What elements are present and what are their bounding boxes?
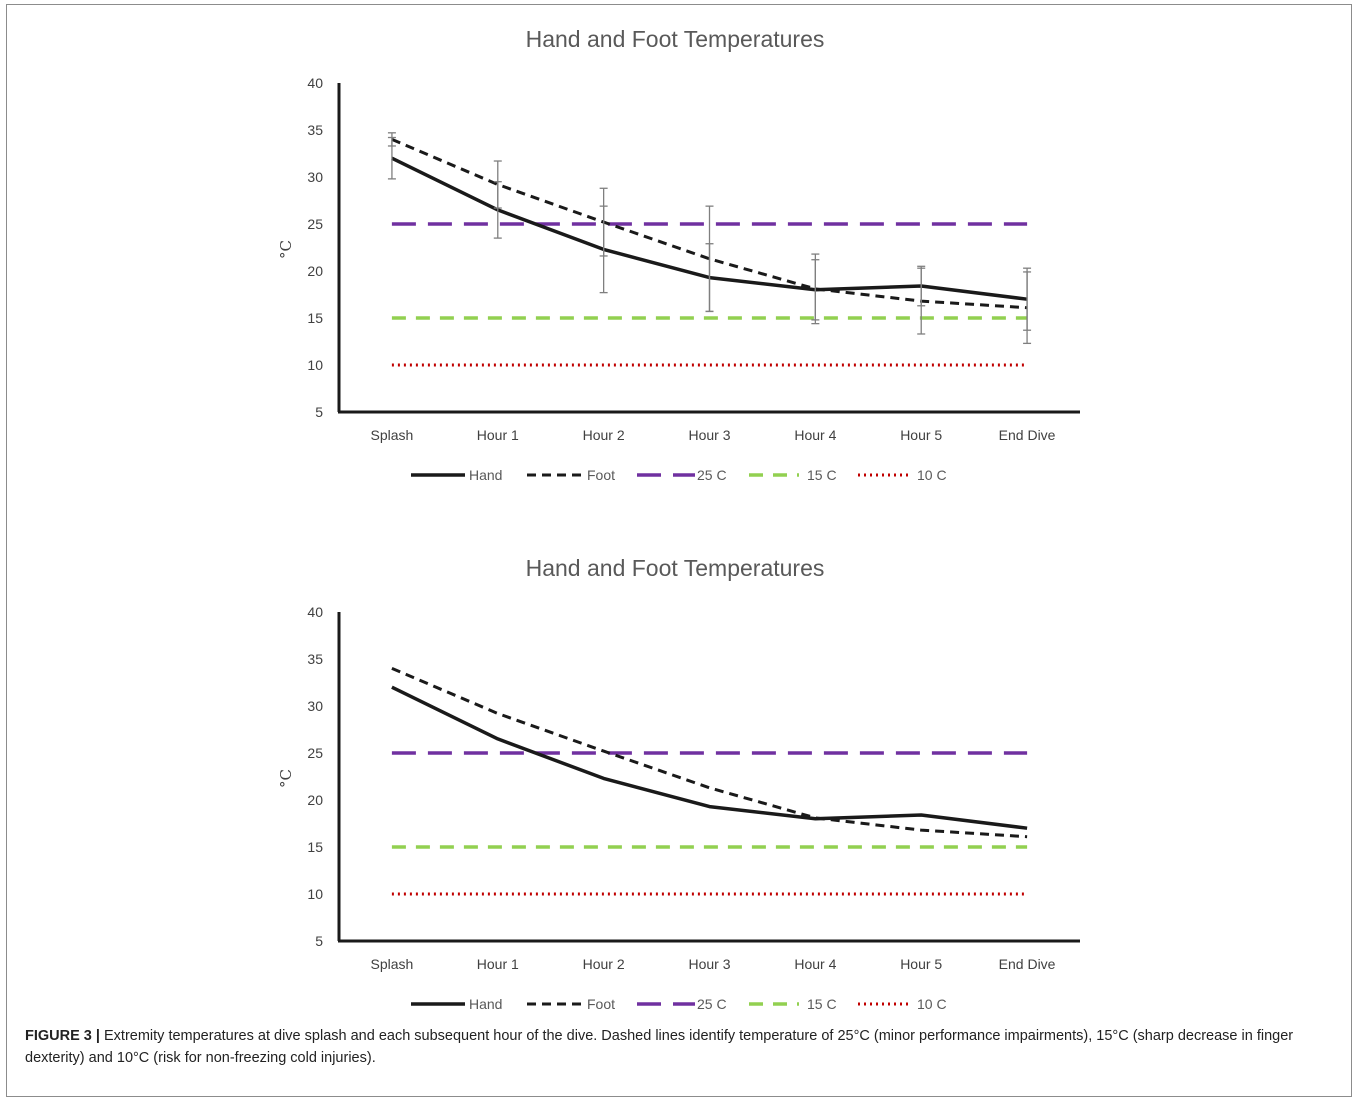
y-tick-label: 25 <box>307 216 323 232</box>
chart-title: Hand and Foot Temperatures <box>526 26 825 52</box>
error-bar <box>599 187 608 257</box>
legend-item-hand: Hand <box>411 996 502 1012</box>
error-bar <box>387 132 396 147</box>
chart-svg: Hand and Foot Temperatures °C 5 10 15 20 25 30 3… <box>277 555 1080 1012</box>
legend-item-25-c: 25 C <box>637 467 727 483</box>
legend-item-foot: Foot <box>527 467 615 483</box>
figure-label: FIGURE 3 | <box>25 1028 100 1044</box>
y-tick-label: 35 <box>307 122 323 138</box>
series-line-foot <box>391 667 1028 839</box>
y-tick-label: 40 <box>307 604 323 620</box>
x-tick-label: Splash <box>371 427 414 443</box>
bottom-chart: Hand and Foot Temperatures °C 5 10 15 20 25 30 3… <box>7 534 1353 1044</box>
y-tick-label: 20 <box>307 792 323 808</box>
x-tick-label: Hour 2 <box>583 427 625 443</box>
error-bar <box>1023 271 1032 345</box>
x-tick-label: Hour 5 <box>900 427 942 443</box>
legend-label: 15 C <box>807 996 837 1012</box>
y-tick-label: 35 <box>307 651 323 667</box>
x-tick-label: End Dive <box>999 956 1056 972</box>
x-tick-label: End Dive <box>999 427 1056 443</box>
legend-label: Foot <box>587 996 615 1012</box>
y-tick-label: 5 <box>315 933 323 949</box>
y-tick-label: 5 <box>315 404 323 420</box>
y-tick-label: 20 <box>307 263 323 279</box>
legend-item-15-c: 15 C <box>749 467 837 483</box>
x-tick-label: Hour 3 <box>688 956 730 972</box>
y-tick-label: 25 <box>307 745 323 761</box>
x-tick-label: Hour 2 <box>583 956 625 972</box>
error-bar <box>493 160 502 209</box>
y-axis-label: °C <box>277 240 295 259</box>
chart-svg: Hand and Foot Temperatures °C 5 10 15 20 25 30 3… <box>277 26 1080 483</box>
error-bar <box>811 253 820 325</box>
legend-label: 15 C <box>807 467 837 483</box>
legend-label: 10 C <box>917 467 947 483</box>
caption-text: Extremity temperatures at dive splash an… <box>25 1028 1294 1066</box>
legend-item-10-c: 10 C <box>858 996 947 1012</box>
x-tick-label: Hour 1 <box>477 956 519 972</box>
figure-caption: FIGURE 3 | Extremity temperatures at div… <box>25 1025 1335 1069</box>
x-tick-label: Hour 5 <box>900 956 942 972</box>
legend-label: Foot <box>587 467 615 483</box>
y-tick-label: 10 <box>307 357 323 373</box>
legend-item-hand: Hand <box>411 467 502 483</box>
y-tick-label: 30 <box>307 169 323 185</box>
y-tick-label: 15 <box>307 310 323 326</box>
legend-item-25-c: 25 C <box>637 996 727 1012</box>
legend-label: 10 C <box>917 996 947 1012</box>
y-tick-label: 30 <box>307 698 323 714</box>
legend-item-15-c: 15 C <box>749 996 837 1012</box>
x-tick-label: Hour 3 <box>688 427 730 443</box>
legend-label: Hand <box>469 996 502 1012</box>
legend-label: 25 C <box>697 996 727 1012</box>
chart-title: Hand and Foot Temperatures <box>526 555 825 581</box>
y-tick-label: 10 <box>307 886 323 902</box>
error-bar <box>917 267 926 335</box>
y-tick-label: 15 <box>307 839 323 855</box>
y-axis-label: °C <box>277 769 295 788</box>
x-tick-label: Hour 4 <box>794 956 836 972</box>
x-tick-label: Splash <box>371 956 414 972</box>
legend-item-foot: Foot <box>527 996 615 1012</box>
figure-frame: Hand and Foot Temperatures °C 5 10 15 20 25 30 3… <box>6 4 1352 1097</box>
legend-item-10-c: 10 C <box>858 467 947 483</box>
y-tick-label: 40 <box>307 75 323 91</box>
error-bar <box>705 205 714 313</box>
legend-label: Hand <box>469 467 502 483</box>
x-tick-label: Hour 4 <box>794 427 836 443</box>
x-tick-label: Hour 1 <box>477 427 519 443</box>
series-line-hand <box>391 685 1028 830</box>
top-chart: Hand and Foot Temperatures °C 5 10 15 20 25 30 3… <box>7 5 1353 515</box>
legend-label: 25 C <box>697 467 727 483</box>
